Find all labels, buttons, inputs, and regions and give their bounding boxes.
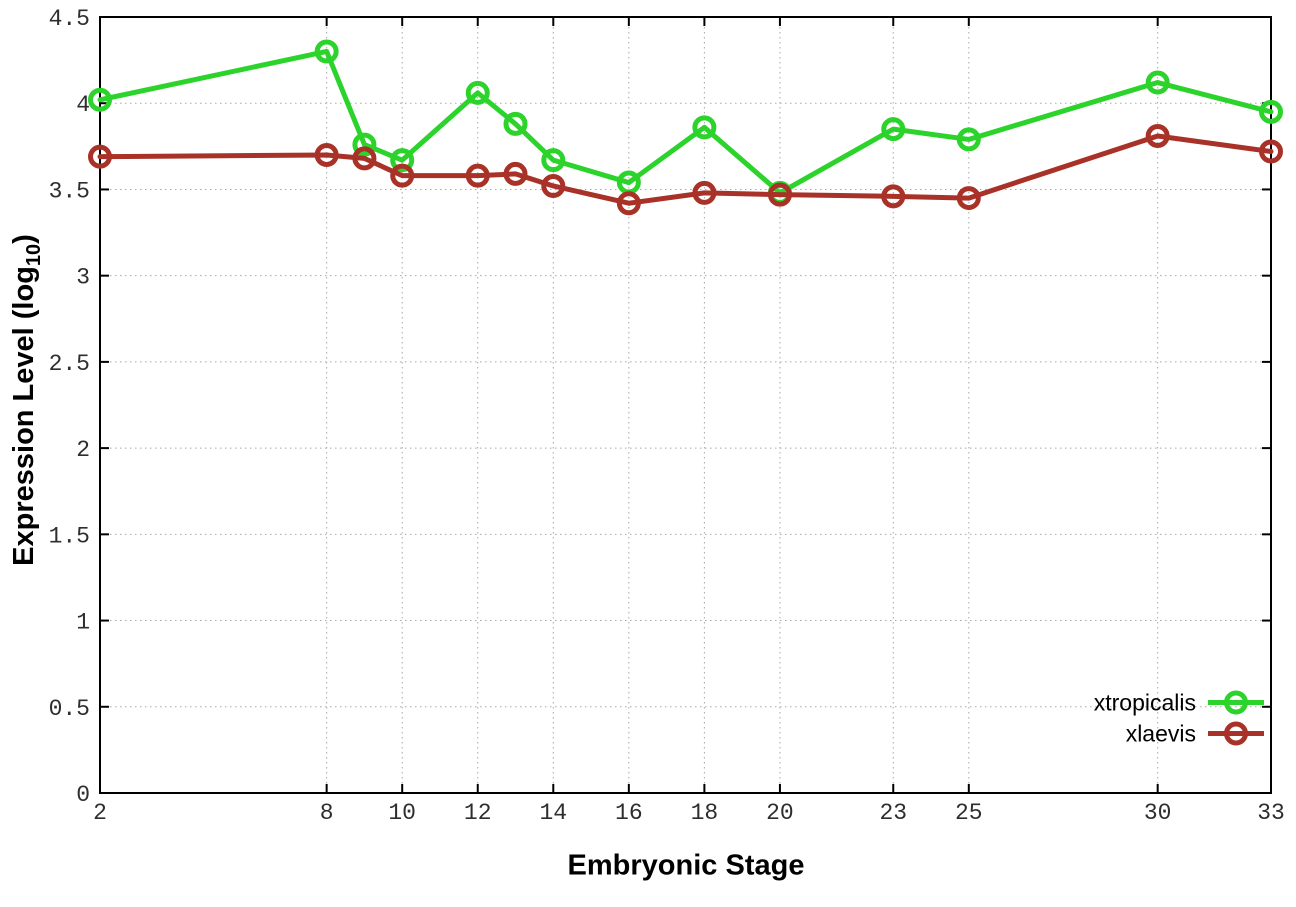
data-point-xtropicalis	[465, 80, 490, 105]
series-xlaevis	[88, 123, 1283, 216]
x-tick-label: 16	[615, 800, 643, 826]
data-point-xlaevis	[1145, 123, 1170, 148]
legend-label-xtropicalis: xtropicalis	[1094, 690, 1196, 716]
series-xtropicalis	[88, 39, 1283, 205]
plot-border	[99, 16, 1272, 794]
x-tick-label: 18	[691, 800, 719, 826]
legend: xtropicalis xlaevis	[1094, 690, 1264, 747]
y-tick-label: 1.5	[49, 523, 90, 549]
data-point-xlaevis	[88, 144, 112, 169]
grid	[99, 16, 1272, 794]
x-tick-label: 2	[93, 800, 107, 826]
data-point-xtropicalis	[503, 111, 528, 136]
x-tick-label: 10	[388, 800, 416, 826]
data-point-xlaevis	[692, 180, 717, 205]
x-tick-label: 23	[879, 800, 907, 826]
y-axis-title-subscript: 10	[22, 243, 45, 267]
data-point-xlaevis	[352, 146, 377, 171]
x-tick-label: 8	[320, 800, 334, 826]
data-point-xtropicalis	[314, 39, 339, 64]
y-tick-label: 0.5	[49, 696, 90, 722]
data-point-xtropicalis	[1259, 99, 1283, 124]
x-tick-label: 14	[539, 800, 567, 826]
y-tick-label: 3	[76, 265, 90, 291]
legend-label-xlaevis: xlaevis	[1126, 721, 1196, 747]
x-tick-label: 12	[464, 800, 492, 826]
data-point-xlaevis	[503, 161, 528, 186]
legend-marker	[1224, 721, 1248, 746]
data-point-xlaevis	[541, 173, 566, 198]
series-line-xlaevis	[97, 133, 1274, 206]
data-point-xtropicalis	[390, 148, 415, 173]
y-tick-label: 4	[76, 92, 90, 118]
y-tick-label: 3.5	[49, 178, 90, 204]
data-point-xtropicalis	[541, 148, 566, 173]
data-point-xtropicalis	[1145, 70, 1170, 95]
data-point-xlaevis	[956, 186, 981, 211]
data-point-xlaevis	[314, 142, 339, 167]
data-point-xtropicalis	[352, 132, 377, 157]
data-point-xlaevis	[390, 163, 415, 188]
data-point-xlaevis	[881, 184, 906, 209]
series-line-xtropicalis	[97, 48, 1274, 196]
y-tick-label: 1	[76, 610, 90, 636]
tick-marks	[99, 16, 1272, 794]
y-tick-label: 0	[76, 782, 90, 808]
x-axis-title: Embryonic Stage	[567, 849, 805, 882]
data-point-xtropicalis	[692, 115, 717, 140]
x-tick-label: 25	[955, 800, 983, 826]
data-point-xlaevis	[767, 182, 792, 207]
x-tick-label: 30	[1144, 800, 1172, 826]
data-point-xlaevis	[1259, 139, 1283, 164]
y-tick-label: 4.5	[49, 6, 90, 32]
y-axis-title-text: Expression Level (log	[8, 266, 41, 566]
data-point-xlaevis	[616, 191, 641, 216]
y-axis-title: Expression Level (log10)	[8, 234, 46, 566]
data-point-xtropicalis	[956, 127, 981, 152]
x-tick-label: 33	[1257, 800, 1285, 826]
y-tick-label: 2	[76, 437, 90, 463]
data-point-xtropicalis	[881, 117, 906, 142]
y-axis-title-suffix: )	[8, 234, 41, 244]
legend-entry-xtropicalis: xtropicalis	[1094, 690, 1264, 716]
legend-entry-xlaevis: xlaevis	[1126, 721, 1264, 747]
data-point-xtropicalis	[88, 87, 112, 112]
y-tick-label: 2.5	[49, 351, 90, 377]
tick-labels: 2 8 10 12 14 16 18 20 23 25 30 33 0 0.5 1 1.5 2 2.5 3 3.5 4 4…	[49, 6, 1285, 826]
x-tick-label: 20	[766, 800, 794, 826]
data-point-xlaevis	[465, 163, 490, 188]
legend-marker	[1224, 690, 1248, 715]
